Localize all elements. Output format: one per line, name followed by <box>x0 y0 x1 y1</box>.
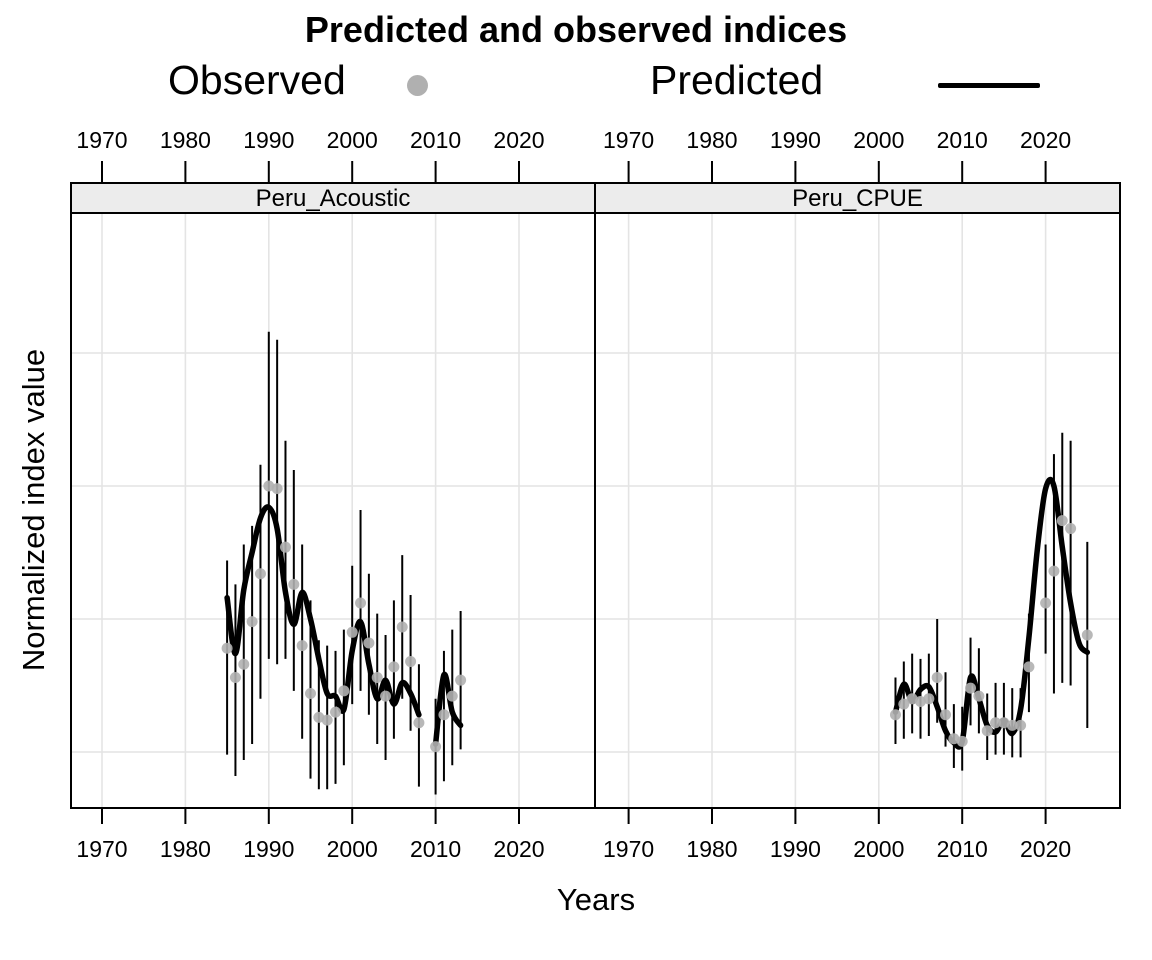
x-tick-label-bottom: 1990 <box>770 836 821 862</box>
observed-point <box>254 568 266 580</box>
x-tick-label-top: 1980 <box>686 127 737 153</box>
observed-point <box>413 717 425 729</box>
observed-point <box>998 717 1010 729</box>
observed-point <box>965 682 977 694</box>
observed-point <box>388 661 400 673</box>
observed-point <box>1056 515 1068 527</box>
observed-point <box>948 733 960 745</box>
observed-point <box>1006 719 1018 731</box>
observed-point <box>363 637 375 649</box>
page-title: Predicted and observed indices <box>304 9 848 50</box>
observed-point <box>296 640 308 652</box>
observed-point <box>279 541 291 553</box>
x-tick-label-bottom: 2020 <box>1020 836 1071 862</box>
x-tick-label-bottom: 2020 <box>493 836 544 862</box>
x-tick-label-bottom: 1990 <box>243 836 294 862</box>
x-tick-label-top: 2000 <box>327 127 378 153</box>
observed-point <box>263 480 275 492</box>
observed-point <box>931 672 943 684</box>
observed-point <box>438 709 450 721</box>
observed-point <box>1081 629 1093 641</box>
predicted-line <box>432 671 464 747</box>
x-tick-label-top: 1980 <box>160 127 211 153</box>
observed-point <box>380 690 392 702</box>
observed-point <box>305 687 316 699</box>
x-tick-label-top: 1990 <box>243 127 294 153</box>
x-axis-label: Years <box>556 882 636 917</box>
x-tick-label-bottom: 2010 <box>937 836 988 862</box>
panel-strip <box>594 182 1121 214</box>
observed-point <box>898 698 910 710</box>
observed-point <box>371 672 383 684</box>
legend-predicted-line-icon <box>938 83 1040 88</box>
observed-point <box>346 626 358 638</box>
observed-point <box>271 483 283 495</box>
x-tick-label-top: 1970 <box>76 127 127 153</box>
x-tick-label-bottom: 2010 <box>410 836 461 862</box>
observed-point <box>906 693 918 705</box>
observed-point <box>330 706 342 718</box>
observed-point <box>1048 565 1060 577</box>
predicted-line <box>224 504 422 718</box>
observed-point <box>973 690 985 702</box>
observed-point <box>430 741 442 753</box>
observed-point <box>990 717 1002 729</box>
observed-point <box>355 597 367 609</box>
x-tick-label-top: 2010 <box>937 127 988 153</box>
observed-point <box>1040 597 1052 609</box>
strip-label: Peru_Acoustic <box>256 185 411 212</box>
legend-observed-marker-icon <box>407 75 428 96</box>
observed-point <box>956 735 968 747</box>
legend-observed-label: Observed <box>168 57 346 103</box>
x-tick-label-bottom: 2000 <box>853 836 904 862</box>
observed-point <box>889 709 901 721</box>
x-tick-label-top: 2010 <box>410 127 461 153</box>
panel-strip <box>70 182 596 214</box>
x-tick-label-bottom: 1980 <box>686 836 737 862</box>
observed-point <box>981 725 993 737</box>
x-tick-label-top: 2000 <box>853 127 904 153</box>
observed-point <box>1023 661 1035 673</box>
observed-point <box>313 711 325 723</box>
panel-border <box>70 212 596 809</box>
x-tick-label-top: 2020 <box>1020 127 1071 153</box>
x-tick-label-top: 1970 <box>603 127 654 153</box>
observed-point <box>446 690 458 702</box>
x-tick-label-bottom: 1980 <box>160 836 211 862</box>
x-tick-label-bottom: 2000 <box>327 836 378 862</box>
observed-point <box>1065 523 1077 535</box>
observed-point <box>229 672 241 684</box>
observed-point <box>221 642 233 654</box>
observed-point <box>1015 719 1027 731</box>
observed-point <box>338 685 350 697</box>
strip-label: Peru_CPUE <box>792 185 923 212</box>
x-tick-label-top: 2020 <box>493 127 544 153</box>
observed-point <box>396 621 408 633</box>
legend-predicted-label: Predicted <box>650 57 824 103</box>
observed-point <box>238 658 250 670</box>
observed-point <box>923 693 935 705</box>
observed-point <box>246 616 258 628</box>
observed-point <box>405 656 417 668</box>
observed-point <box>915 695 926 707</box>
observed-point <box>321 714 333 726</box>
observed-point <box>940 709 952 721</box>
observed-point <box>288 578 300 590</box>
x-tick-label-bottom: 1970 <box>603 836 654 862</box>
x-tick-label-bottom: 1970 <box>76 836 127 862</box>
x-tick-label-top: 1990 <box>770 127 821 153</box>
observed-point <box>455 674 467 686</box>
